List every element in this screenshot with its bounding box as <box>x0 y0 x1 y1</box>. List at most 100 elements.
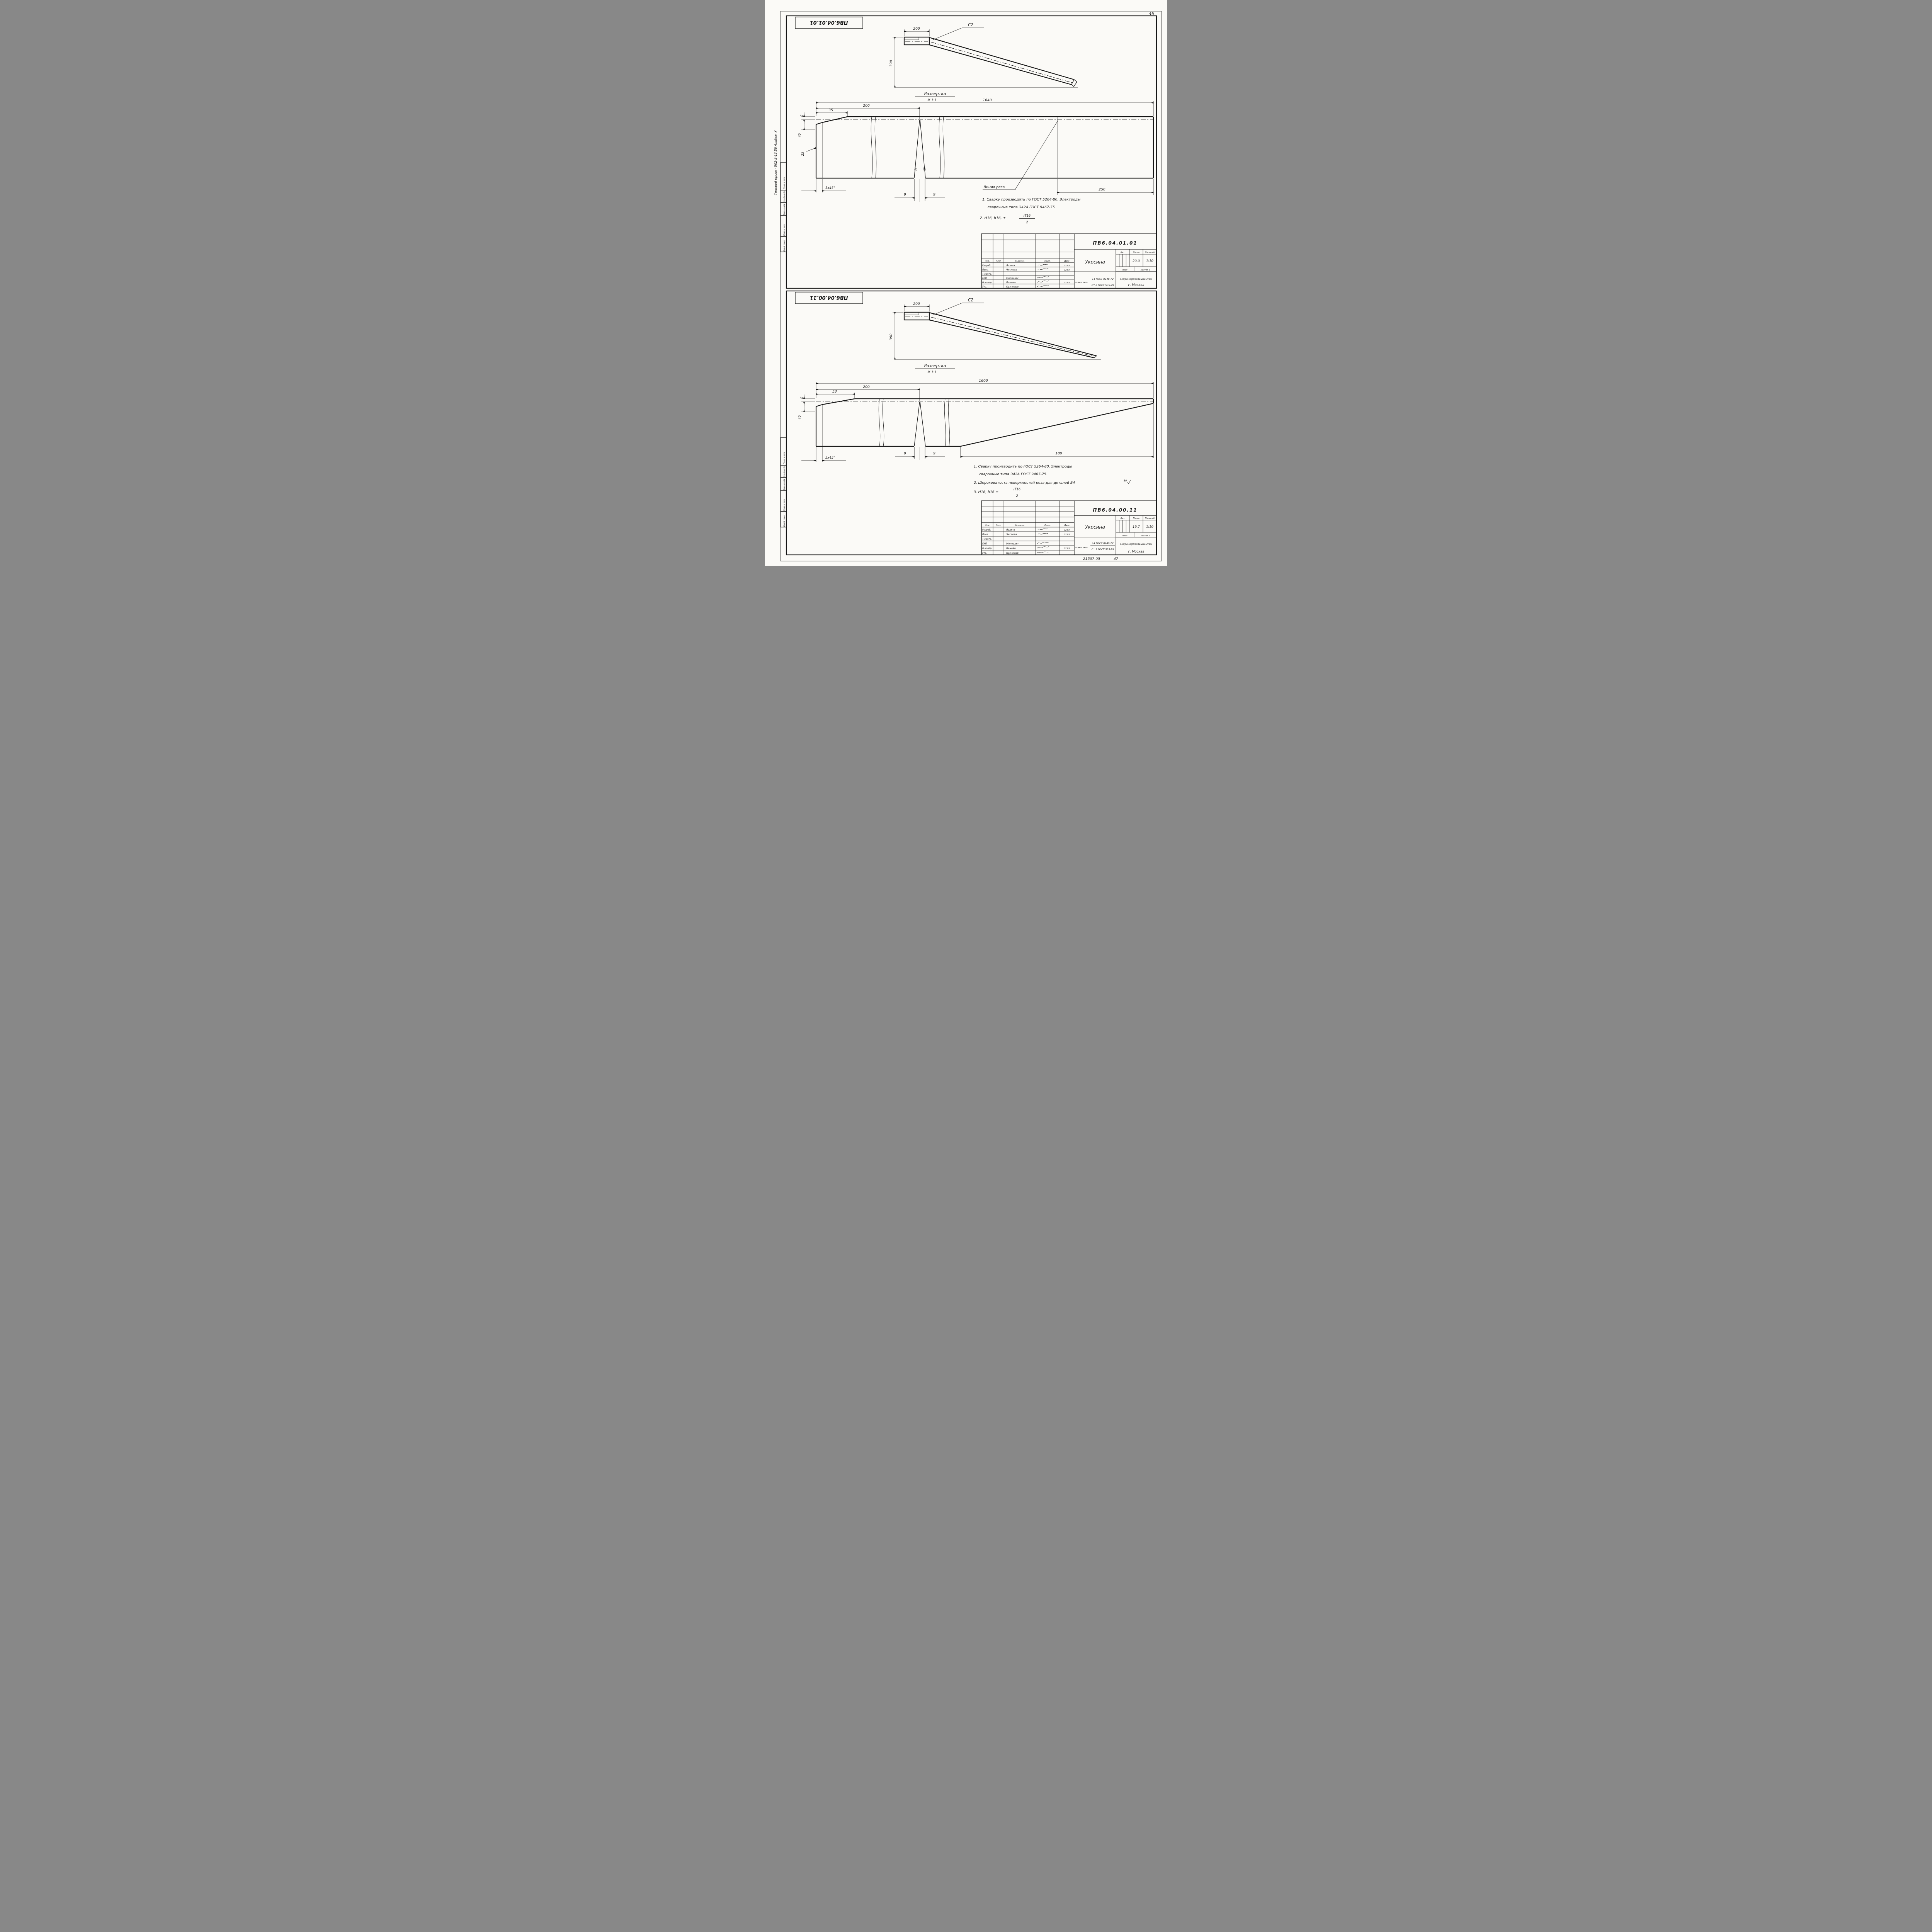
tb-role: Разраб. <box>982 529 991 531</box>
stamp-box-2 <box>795 292 863 304</box>
margin-box-label: Взам. инв.№ <box>783 204 786 215</box>
margin-box-label: Инв.№ дубл. <box>783 190 786 202</box>
tb-date: 12.83 <box>1064 548 1070 550</box>
tb-date: 12.83 <box>1064 529 1070 531</box>
to-notch-dim-2: 200 <box>863 385 870 389</box>
tb-role: Разраб. <box>982 265 991 267</box>
note-line: 2. Н16, h16, ± <box>980 216 1006 220</box>
taper-dim-1: 35 <box>828 108 833 112</box>
notch-angle-right: 25 <box>922 167 926 172</box>
tb-role: Н.контр. <box>982 548 992 550</box>
to-notch-dim-1: 200 <box>863 104 870 108</box>
note-line: 2. Шероховатость поверхностей реза для д… <box>974 481 1075 485</box>
note-fraction-den: 2 <box>1016 494 1018 498</box>
tb-role: Пров. <box>982 534 989 536</box>
tb-hdr: Лист <box>995 260 1001 262</box>
flange-dim-1: 5 <box>799 114 803 116</box>
tb-org: Гипронефтеспецмонтаж <box>1120 277 1153 281</box>
note-line: 1. Сварку производить по ГОСТ 5264-80. Э… <box>974 464 1072 469</box>
development-view-1: 200 С2 390 Развертка М 1:1 <box>889 23 1078 102</box>
footer-page: 47 <box>1114 557 1118 561</box>
tb-name: Кузнецов <box>1006 285 1019 288</box>
roughness-check-icon <box>1127 480 1131 484</box>
tb-lit-label: Лит. <box>1120 252 1125 254</box>
tb-role: Н.контр. <box>982 282 992 284</box>
margin-box-label: Подп. и дата <box>783 177 786 189</box>
note-line: сварочные типа Э42А ГОСТ 9467-75 <box>988 205 1055 209</box>
margin-box-label: Взам. инв.№ <box>783 479 786 490</box>
tb-scale-label: Масштаб <box>1145 517 1155 520</box>
drawing-1: ПВ6.04.01.01 200 С2 390 Развертк <box>795 17 1157 289</box>
notes-2: 1. Сварку производить по ГОСТ 5264-80. Э… <box>974 464 1131 498</box>
tb-date: 12.83 <box>1064 282 1070 284</box>
margin-box-label: Подп. и дата <box>783 224 786 236</box>
tb-role: Т.контр. <box>982 273 992 276</box>
dev2-height-dim: 390 <box>889 333 893 340</box>
overall-dim-1: 1640 <box>983 98 992 102</box>
tb-hdr: Изм. <box>985 260 990 262</box>
notch-dim-right: 9 <box>933 192 935 197</box>
signature-stroke <box>1037 546 1049 549</box>
signature-stroke <box>1037 541 1049 544</box>
cut-dim-1: 250 <box>1099 187 1105 192</box>
notch-dim-left: 9 <box>904 192 906 197</box>
notch-angle-left: 25 <box>914 167 918 171</box>
tb-scale-value-2: 1:10 <box>1146 525 1153 529</box>
note-line: сварочные типа Э42А ГОСТ 9467-75. <box>979 472 1048 476</box>
tb-hdr: № докум. <box>1014 260 1025 262</box>
notch-dim-left-2: 9 <box>904 451 906 456</box>
tb-city: г. Москва <box>1128 283 1145 287</box>
title-block-1: Изм. Лист № докум. Подп. Дата Разраб. Пр… <box>981 233 1157 289</box>
tb-hdr: Подп. <box>1044 260 1051 262</box>
signature-stroke <box>1037 264 1048 266</box>
tb-doc-number-1: ПВ6.04.01.01 <box>1093 240 1137 246</box>
signature-stroke <box>1037 285 1049 287</box>
tb-scale-label: Масштаб <box>1145 252 1155 254</box>
signature-stroke <box>1037 532 1049 535</box>
footer-code: 21537-05 <box>1083 557 1100 561</box>
tb-hdr: Дата <box>1064 524 1069 527</box>
tb-org: Гипронефтеспецмонтаж <box>1120 543 1153 546</box>
chamfer-dim-2: 5х45° <box>825 456 835 459</box>
margin-box-label: Инв.№ подл. <box>783 515 786 527</box>
height-dim-1: 45 <box>798 133 801 138</box>
tb-material-prefix-1: швеллер <box>1075 281 1088 284</box>
note-fraction-num: IT16 <box>1024 214 1031 218</box>
tb-date: 12.83 <box>1064 534 1070 536</box>
signature-stroke <box>1037 276 1049 279</box>
dev1-width-dim: 200 <box>913 27 920 31</box>
edge-dim-1: 25 <box>801 152 804 156</box>
stamp-doc-number-1: ПВ6.04.01.01 <box>810 19 848 25</box>
dev2-caption: Развертка <box>924 364 946 368</box>
tb-date: 12.83 <box>1064 269 1070 271</box>
tb-name: Яшина <box>1006 528 1015 531</box>
tb-sheet-label: Лист <box>1122 269 1128 271</box>
margin-box-label: Подп. и дата <box>783 452 786 464</box>
signature-stroke <box>1037 268 1049 270</box>
cut-line-label: Линия реза <box>983 185 1005 189</box>
tb-hdr: Лист <box>995 524 1001 527</box>
title-block-2: Изм. Лист № докум. Подп. Дата Разраб. Пр… <box>981 500 1157 555</box>
stamp-box-1 <box>795 17 863 29</box>
tb-name: Кузнецов <box>1006 551 1019 554</box>
tb-material-top-2: 14 ГОСТ 8240-72 <box>1092 542 1114 545</box>
tb-mass-value-1: 20,0 <box>1133 259 1140 263</box>
tb-role: ГИП <box>982 277 987 280</box>
binding-margin: Типовой проект 902-3-13.86 Альбом У Подп… <box>774 130 787 527</box>
notes-1: 1. Сварку производить по ГОСТ 5264-80. Э… <box>980 197 1080 224</box>
tb-lit-label: Лит. <box>1120 517 1125 520</box>
tb-material-top-1: 14 ГОСТ 8240-72 <box>1092 277 1114 281</box>
note-line: 1. Сварку производить по ГОСТ 5264-80. Э… <box>982 197 1080 202</box>
drawing-sheet: 46 21537-05 47 Типовой проект 902-3-13.8… <box>765 0 1167 566</box>
side-project-label: Типовой проект 902-3-13.86 Альбом У <box>774 130 777 195</box>
drawing-2: ПВ6.04.00.11 200 С2 390 Развертка М 1:1 <box>795 292 1157 555</box>
signature-stroke <box>1037 528 1048 530</box>
note-line: 3. Н16, h16 ± <box>974 490 998 494</box>
tb-name: Мелешин <box>1006 542 1019 545</box>
dev2-width-dim: 200 <box>913 302 920 306</box>
tb-doc-number-2: ПВ6.04.00.11 <box>1093 507 1137 513</box>
tb-sheets-label: Листов 1 <box>1140 269 1150 271</box>
tb-role: ГИП <box>982 543 987 545</box>
tb-mass-label: Масса <box>1133 252 1139 254</box>
tb-hdr: Подп. <box>1044 524 1051 527</box>
